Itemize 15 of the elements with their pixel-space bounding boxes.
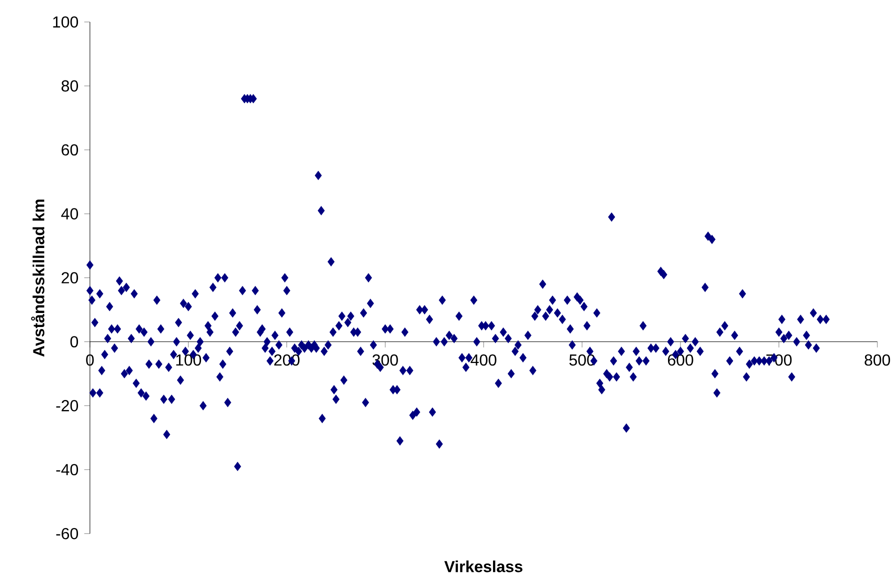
y-tick-label: 40 [61,208,78,220]
x-tick-label: 100 [176,354,202,366]
y-axis-title: Avståndsskillnad km [31,200,44,357]
x-tick-label: 400 [470,354,496,366]
y-tick-label: -40 [56,464,78,476]
y-tick-label: 20 [62,272,78,284]
y-tick-label: 60 [62,144,78,156]
y-tick-label: -20 [56,400,78,412]
y-tick-label: 80 [62,80,78,92]
y-tick-label: -60 [56,528,78,540]
x-tick-label: 800 [864,354,890,366]
y-tick-label: 0 [70,336,78,348]
y-tick-label: 100 [53,16,78,28]
x-tick-label: 600 [668,354,694,366]
x-axis-title: Virkeslass [444,560,522,572]
